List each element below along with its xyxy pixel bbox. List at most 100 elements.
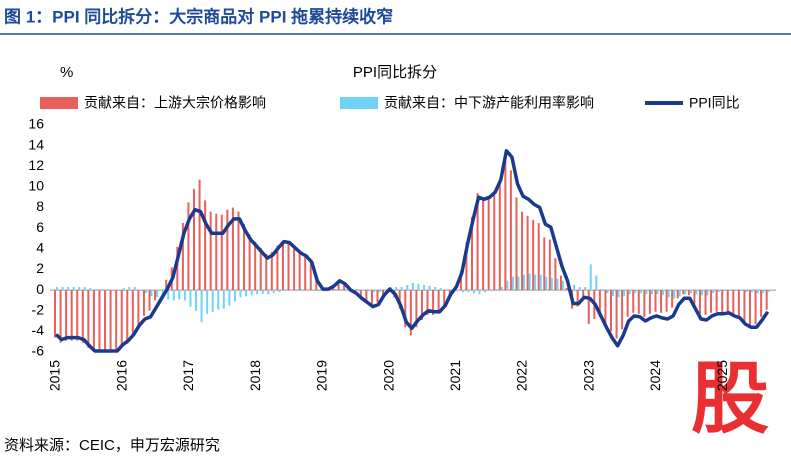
- bar: [534, 274, 537, 291]
- bar: [439, 288, 442, 291]
- bar: [684, 290, 687, 295]
- bar: [404, 290, 407, 328]
- y-tick-label: 8: [36, 198, 44, 214]
- bar: [189, 290, 192, 307]
- bar: [211, 290, 214, 312]
- bar: [272, 290, 275, 294]
- legend-swatch: [340, 97, 378, 109]
- bar: [400, 286, 403, 291]
- bar: [487, 196, 490, 291]
- bar: [698, 290, 701, 314]
- bar: [81, 290, 84, 343]
- bar: [193, 188, 195, 291]
- bar: [278, 290, 281, 293]
- bar: [293, 248, 296, 291]
- bar: [676, 290, 679, 299]
- bar: [300, 289, 303, 291]
- bar: [751, 290, 753, 293]
- bar: [239, 290, 242, 298]
- bar: [528, 273, 531, 291]
- bar: [428, 285, 431, 291]
- bar: [734, 290, 737, 292]
- bar: [704, 290, 707, 315]
- bar: [382, 290, 385, 295]
- bar: [539, 274, 542, 291]
- bar: [493, 193, 496, 291]
- bar: [639, 290, 642, 294]
- bar: [634, 290, 637, 294]
- bar: [395, 286, 398, 291]
- bar: [142, 290, 145, 316]
- bar: [265, 253, 268, 291]
- bar: [576, 290, 579, 307]
- bar: [250, 290, 253, 296]
- bar: [521, 211, 524, 291]
- bar: [181, 223, 184, 291]
- line: [54, 149, 770, 353]
- bar: [437, 290, 440, 314]
- bar: [756, 290, 759, 294]
- bar: [287, 242, 290, 291]
- bar: [372, 290, 375, 293]
- bar: [448, 290, 451, 296]
- bar: [343, 284, 346, 291]
- bar: [710, 290, 713, 313]
- bar: [610, 290, 612, 332]
- bar: [595, 275, 598, 291]
- bar: [565, 288, 568, 291]
- bar: [612, 290, 614, 297]
- bar: [471, 216, 473, 291]
- bar: [237, 211, 240, 291]
- bar: [532, 219, 535, 291]
- bar: [632, 290, 635, 313]
- bar: [515, 197, 518, 291]
- y-tick-label: 14: [28, 136, 44, 152]
- bar: [432, 290, 435, 315]
- bar: [298, 253, 301, 291]
- bar: [215, 213, 218, 291]
- bar: [61, 286, 64, 291]
- bar: [144, 290, 147, 294]
- bar: [762, 290, 765, 294]
- bar: [198, 179, 201, 291]
- bar: [231, 207, 234, 291]
- bar: [220, 214, 223, 291]
- bar: [737, 290, 740, 317]
- bar: [122, 288, 125, 291]
- bar: [732, 290, 735, 315]
- bar: [267, 290, 270, 295]
- bar: [548, 239, 551, 291]
- bar: [723, 290, 726, 292]
- bar: [478, 290, 481, 295]
- bar: [687, 290, 690, 296]
- x-tick-label: 2019: [314, 360, 330, 391]
- bar: [411, 282, 414, 291]
- source: 资料来源：CEIC，申万宏源研究: [4, 437, 220, 454]
- bar: [98, 290, 101, 352]
- bar: [276, 245, 279, 291]
- bar: [283, 290, 286, 292]
- bar: [628, 290, 631, 295]
- bar: [626, 290, 629, 317]
- bar: [489, 290, 492, 292]
- bar: [259, 247, 262, 291]
- bar: [420, 290, 423, 321]
- x-tick-label: 2017: [180, 360, 196, 391]
- bar: [598, 290, 601, 317]
- bar: [204, 200, 207, 291]
- bar: [506, 280, 509, 291]
- bar: [70, 290, 73, 341]
- y-tick-label: 0: [36, 281, 44, 297]
- bar: [345, 289, 348, 291]
- bar: [339, 289, 342, 291]
- bar: [543, 237, 546, 291]
- bar: [495, 289, 498, 291]
- bar: [76, 290, 79, 341]
- y-tick-label: 2: [36, 260, 44, 276]
- bar: [248, 234, 251, 291]
- bar: [482, 197, 485, 291]
- bar: [667, 290, 670, 298]
- bar: [54, 290, 56, 338]
- bar: [417, 283, 420, 291]
- bar: [443, 290, 446, 307]
